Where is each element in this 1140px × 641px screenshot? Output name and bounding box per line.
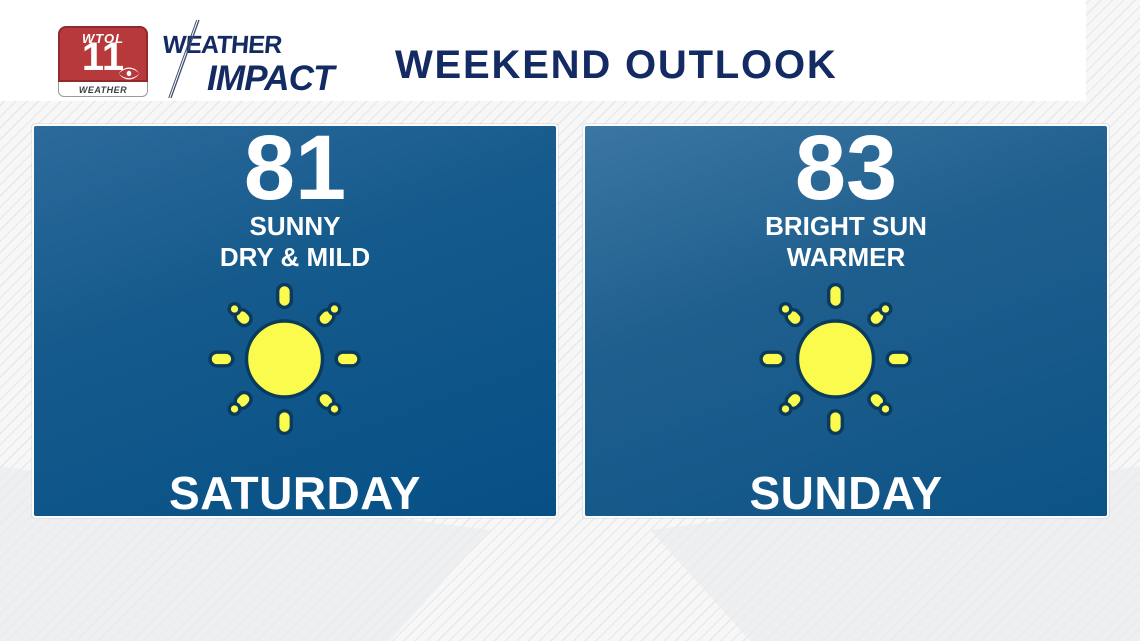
svg-text:WEATHER: WEATHER bbox=[161, 31, 283, 59]
svg-text:IMPACT: IMPACT bbox=[207, 59, 337, 98]
